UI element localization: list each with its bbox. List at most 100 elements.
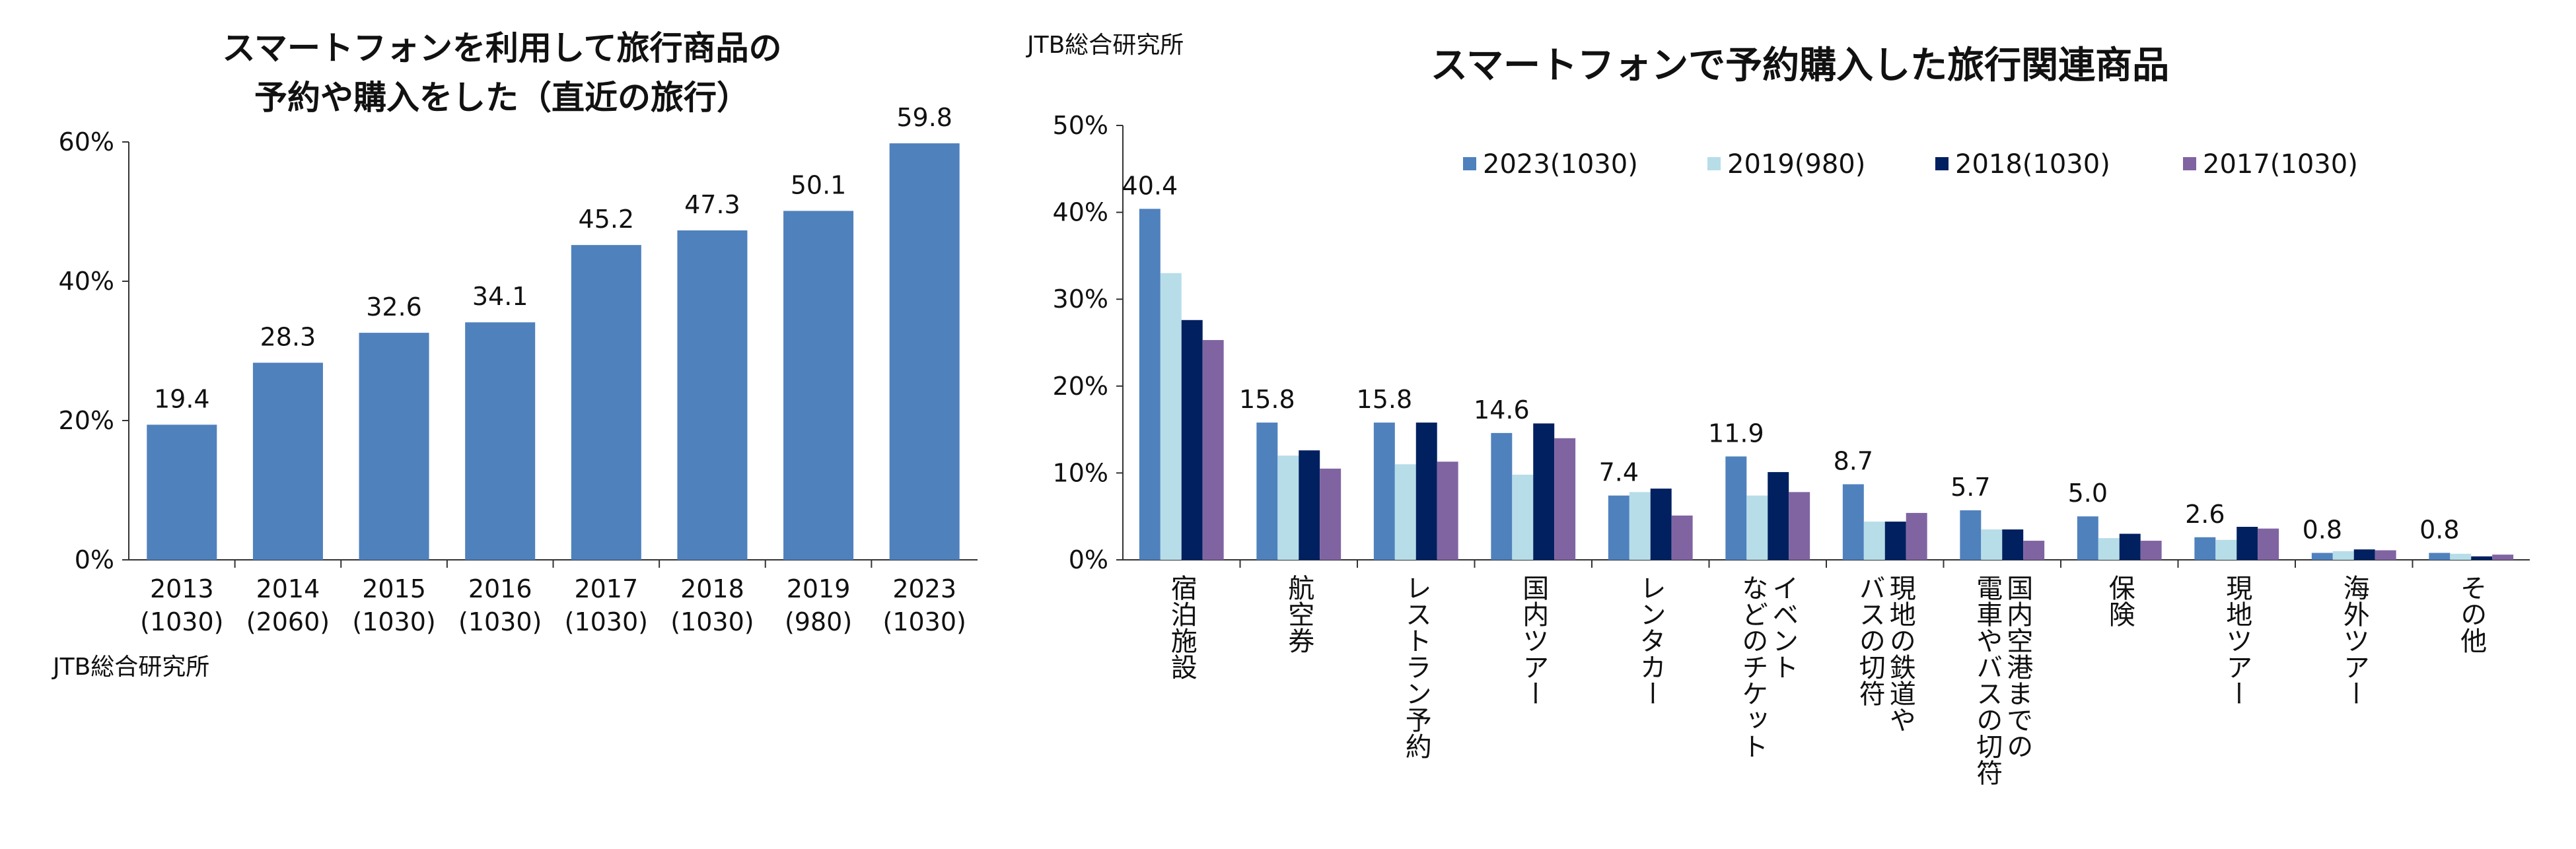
left-chart-bar — [571, 245, 641, 560]
left-chart-x-label-year: 2018 — [680, 574, 744, 603]
left-chart-data-label: 19.4 — [154, 384, 210, 413]
left-chart-data-label: 28.3 — [260, 322, 316, 351]
right-chart-x-label: イベント — [1768, 574, 1798, 680]
right-chart-bar — [1202, 340, 1224, 560]
left-chart-x-label-n: (1030) — [352, 607, 435, 636]
left-chart-x-label-year: 2015 — [362, 574, 426, 603]
left-chart-x-labels: 2013 (1030) 2014 (2060) 2015 (1030) 2016 (1030)… — [140, 560, 966, 636]
right-chart-bar — [1725, 456, 1747, 560]
right-chart-bar — [2353, 549, 2375, 560]
left-chart-y-tick-label: 60% — [59, 127, 114, 156]
right-chart-x-label: 国内空港までの — [2002, 574, 2032, 759]
right-chart-legend-label: 2017(1030) — [2203, 149, 2358, 180]
left-chart-x-label-year: 2013 — [150, 574, 214, 603]
right-chart-data-label: 8.7 — [1834, 447, 1873, 476]
right-chart-bar — [1650, 489, 1672, 560]
right-chart-data-label: 15.8 — [1357, 385, 1413, 414]
right-chart-bar — [1373, 423, 1395, 560]
left-chart-y-tick-label: 20% — [59, 406, 114, 435]
right-chart-legend: 2023(1030) 2019(980) 2018(1030) 2017(1030) — [1463, 149, 2358, 180]
right-chart-y-tick-label: 30% — [1053, 285, 1108, 314]
right-chart-bar — [1554, 438, 1576, 560]
right-chart-bar — [1160, 273, 1182, 560]
right-chart-legend-swatch — [1463, 157, 1476, 170]
right-chart-bar — [1437, 461, 1458, 560]
right-chart-bar — [2140, 541, 2162, 560]
right-chart-bar — [2023, 541, 2045, 560]
right-chart-bar — [2471, 556, 2493, 560]
right-chart-x-label: 宿泊施設 — [1166, 574, 1197, 680]
right-chart-bar — [1394, 464, 1416, 560]
right-chart-x-label: 航空券 — [1283, 574, 1314, 654]
right-chart-legend-swatch — [1707, 157, 1721, 170]
right-chart-bar — [2236, 526, 2258, 560]
left-chart-x-label-n: (980) — [785, 607, 852, 636]
right-chart-bar — [2002, 529, 2024, 560]
right-chart-bar — [2215, 539, 2237, 560]
right-chart-bar — [2077, 516, 2098, 560]
right-chart-bar — [1768, 472, 1789, 560]
left-chart-bar — [783, 211, 854, 560]
right-chart-x-label: 現地の鉄道や — [1885, 574, 1915, 733]
left-chart-bar — [252, 362, 323, 560]
left-chart-title-line-1: スマートフォンを利用して旅行商品の — [223, 29, 782, 67]
right-chart-bar — [1671, 515, 1693, 560]
left-chart-y-tick-label: 40% — [59, 267, 114, 296]
right-chart-y-tick-label: 50% — [1053, 111, 1108, 140]
right-chart-data-label: 15.8 — [1239, 385, 1295, 414]
right-chart-data-label: 2.6 — [2185, 500, 2225, 529]
left-chart-x-label-year: 2016 — [468, 574, 532, 603]
right-chart-x-label: バスの切符 — [1855, 574, 1885, 706]
right-chart-bar — [1533, 423, 1555, 560]
left-chart-data-label: 45.2 — [579, 205, 635, 234]
right-chart-bar — [1320, 468, 1342, 560]
right-chart-legend-label: 2023(1030) — [1483, 149, 1638, 180]
left-chart-x-label-n: (1030) — [458, 607, 542, 636]
right-chart-bar — [2098, 538, 2120, 560]
right-chart-bar — [1981, 529, 2003, 560]
left-chart-data-label: 32.6 — [366, 292, 422, 322]
right-chart-data-labels: 40.4 15.8 15.8 14.6 7.4 11.9 8.7 5.7 5.0 2.6 0.8 0.… — [1122, 171, 2460, 544]
right-chart-bar — [1863, 522, 1885, 560]
right-chart-bar — [1181, 320, 1203, 560]
right-chart: JTB総合研究所 スマートフォンで予約購入した旅行関連商品 2023(1030)… — [1026, 32, 2530, 786]
left-chart-source: JTB総合研究所 — [52, 654, 209, 681]
right-chart-x-label: などのチケット — [1737, 574, 1768, 759]
left-chart-x-label-year: 2014 — [256, 574, 320, 603]
left-chart-x-label-n: (1030) — [565, 607, 648, 636]
left-chart-x-label-n: (1030) — [883, 607, 966, 636]
left-chart-x-label-n: (1030) — [140, 607, 223, 636]
right-chart-legend-label: 2019(980) — [1727, 149, 1865, 180]
right-chart-legend-swatch — [2183, 157, 2196, 170]
right-chart-x-label: レストラン予約 — [1401, 574, 1431, 759]
left-chart-data-labels: 19.4 28.3 32.6 34.1 45.2 47.3 50.1 59.8 — [154, 103, 952, 413]
right-chart-data-label: 5.7 — [1950, 473, 1990, 502]
left-chart-x-label-year: 2019 — [787, 574, 851, 603]
right-chart-bar — [2450, 553, 2472, 560]
right-chart-y-tick-label: 40% — [1053, 198, 1108, 227]
right-chart-bar — [1906, 512, 1927, 560]
right-chart-bar — [2375, 550, 2396, 560]
right-chart-x-label: 電車やバスの切符 — [1972, 574, 2002, 786]
right-chart-bar — [1842, 484, 1864, 560]
right-chart-legend-label: 2018(1030) — [1955, 149, 2110, 180]
left-chart: スマートフォンを利用して旅行商品の 予約や購入をした（直近の旅行） 0% 20% 4… — [52, 29, 978, 681]
right-chart-data-label: 7.4 — [1599, 458, 1639, 487]
right-chart-bar — [1277, 456, 1299, 560]
right-chart-bar — [1789, 492, 1810, 560]
right-chart-bar — [2258, 528, 2279, 560]
right-chart-y-tick-label: 20% — [1053, 372, 1108, 401]
right-chart-bars — [1139, 209, 2514, 560]
left-chart-x-label-year: 2023 — [892, 574, 956, 603]
right-chart-data-label: 40.4 — [1122, 171, 1178, 200]
left-chart-y-tick-label: 0% — [75, 545, 114, 574]
left-chart-title-line-2: 予約や購入をした（直近の旅行） — [254, 79, 750, 117]
right-chart-bar — [1960, 510, 1982, 560]
left-chart-x-label-n: (1030) — [670, 607, 754, 636]
right-chart-data-label: 14.6 — [1474, 395, 1530, 424]
right-chart-x-label: 海外ツアー — [2339, 574, 2369, 706]
right-chart-bar — [2194, 537, 2216, 560]
right-chart-bar — [1256, 423, 1278, 560]
right-chart-bar — [2332, 551, 2354, 560]
left-chart-data-label: 47.3 — [684, 190, 740, 219]
